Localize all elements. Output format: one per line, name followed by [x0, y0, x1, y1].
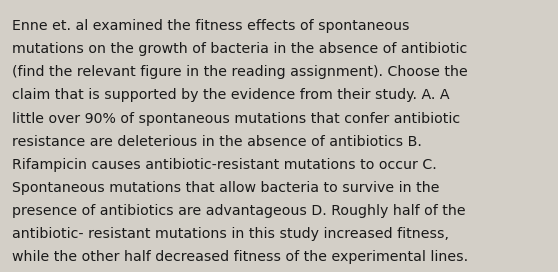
- Text: mutations on the growth of bacteria in the absence of antibiotic: mutations on the growth of bacteria in t…: [12, 42, 468, 56]
- Text: Spontaneous mutations that allow bacteria to survive in the: Spontaneous mutations that allow bacteri…: [12, 181, 440, 195]
- Text: (find the relevant figure in the reading assignment). Choose the: (find the relevant figure in the reading…: [12, 65, 468, 79]
- Text: Rifampicin causes antibiotic-resistant mutations to occur C.: Rifampicin causes antibiotic-resistant m…: [12, 158, 437, 172]
- Text: antibiotic- resistant mutations in this study increased fitness,: antibiotic- resistant mutations in this …: [12, 227, 449, 241]
- Text: resistance are deleterious in the absence of antibiotics B.: resistance are deleterious in the absenc…: [12, 135, 422, 149]
- Text: Enne et. al examined the fitness effects of spontaneous: Enne et. al examined the fitness effects…: [12, 19, 410, 33]
- Text: while the other half decreased fitness of the experimental lines.: while the other half decreased fitness o…: [12, 250, 468, 264]
- Text: claim that is supported by the evidence from their study. A. A: claim that is supported by the evidence …: [12, 88, 450, 102]
- Text: presence of antibiotics are advantageous D. Roughly half of the: presence of antibiotics are advantageous…: [12, 204, 466, 218]
- Text: little over 90% of spontaneous mutations that confer antibiotic: little over 90% of spontaneous mutations…: [12, 112, 460, 125]
